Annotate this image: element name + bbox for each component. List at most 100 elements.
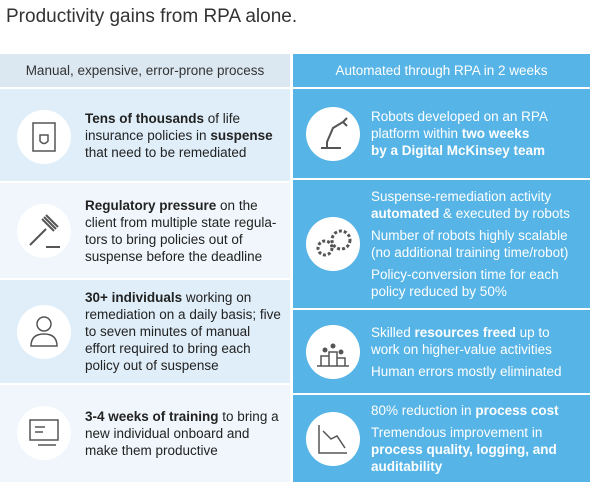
text: Policy-conversion time for each [371,267,559,282]
text: remediation on a daily basis; five [85,307,281,322]
text: Skilled [371,324,415,340]
right-row: Robots developed on an RPA platform withi… [293,89,590,178]
text-line: auditability [371,458,559,475]
bold-text: process quality, logging, and [371,442,557,457]
text: on the [216,197,258,213]
text-line: 30+ individuals working on [85,289,281,306]
icon-policy [17,110,71,164]
bold-text: process cost [475,403,559,418]
paragraph: Suspense-remediation activity automated &… [371,188,570,222]
left-row: Regulatory pressure on the client from mu… [0,183,290,278]
right-row: Skilled resources freed up to work on hig… [293,310,590,393]
text-line: Regulatory pressure on the [85,197,276,214]
left-text: 3-4 weeks of training to bring a new indi… [85,408,279,459]
paragraph: 3-4 weeks of training to bring a new indi… [85,408,279,459]
bold-text: automated [371,206,440,221]
bold-text: suspense [210,127,273,143]
paragraph: Regulatory pressure on the client from mu… [85,197,276,265]
paragraph: Skilled resources freed up to work on hig… [371,324,562,358]
text: policy out of suspense [85,358,219,373]
text-line: automated & executed by robots [371,205,570,222]
icon-robot-arm [306,107,360,161]
text: suspense before the deadline [85,248,263,264]
text-line: 80% reduction in process cost [371,402,559,419]
text-line: to seven minutes of manual [85,323,281,340]
text-line: policy reduced by 50% [371,283,570,300]
text-line: new individual onboard and [85,425,279,442]
paragraph: Human errors mostly eliminated [371,363,562,380]
text-line: that need to be remediated [85,144,273,161]
right-header: Automated through RPA in 2 weeks [293,54,590,87]
icon-gavel [17,204,71,258]
left-text: Regulatory pressure on the client from mu… [85,197,276,265]
text-line: Tremendous improvement in [371,424,559,441]
left-row: 3-4 weeks of training to bring a new indi… [0,385,290,482]
paragraph: 80% reduction in process cost [371,402,559,419]
text: Tremendous improvement in [371,425,543,440]
paragraph: Policy-conversion time for each policy re… [371,266,570,300]
paragraph: Number of robots highly scalable (no addi… [371,227,570,261]
text-line: tors to bring policies out of [85,231,276,248]
text-line: Human errors mostly eliminated [371,363,562,380]
text-line: by a Digital McKinsey team [371,142,548,159]
text: 80% reduction in [371,403,476,418]
text: that need to be remediated [85,144,247,160]
right-text: 80% reduction in process cost Tremendous … [371,402,559,475]
text: Human errors mostly eliminated [371,363,562,379]
text: platform within [371,126,462,141]
text: Number of robots highly scalable [371,228,568,243]
text-line: Robots developed on an RPA [371,108,548,125]
text: new individual onboard and [85,426,250,441]
text-line: (no additional training time/robot) [371,244,570,261]
right-row: Suspense-remediation activity automated &… [293,180,590,308]
text-line: client from multiple state regula- [85,214,276,231]
icon-declining-chart [306,412,360,466]
text-line: suspense before the deadline [85,248,276,265]
left-header: Manual, expensive, error-prone process [0,54,290,87]
text-line: insurance policies in suspense [85,127,273,144]
text-line: remediation on a daily basis; five [85,306,281,323]
text-line: platform within two weeks [371,125,548,142]
paragraph: Tens of thousands of life insurance polic… [85,110,273,161]
text: of life [204,110,241,126]
text-line: make them productive [85,442,279,459]
text: effort required to bring each [85,341,251,356]
bold-text: 30+ individuals [85,290,183,305]
paragraph: 30+ individuals working on remediation on… [85,289,281,374]
text-line: process quality, logging, and [371,441,559,458]
text: make them productive [85,443,218,458]
text: working on [182,290,252,305]
bold-text: 3-4 weeks of training [85,409,219,424]
bold-text: auditability [371,459,443,474]
paragraph: Robots developed on an RPA platform withi… [371,108,548,159]
text-line: Skilled resources freed up to [371,324,562,341]
text: work on higher-value activities [371,341,552,357]
bold-text: Regulatory pressure [85,197,217,213]
left-row: 30+ individuals working on remediation on… [0,280,290,383]
text: & executed by robots [439,206,570,221]
title: Productivity gains from RPA alone. [6,6,298,27]
paragraph: Tremendous improvement in process quality… [371,424,559,475]
text: tors to bring policies out of [85,231,243,247]
text: insurance policies in [85,127,211,143]
icon-person [17,305,71,359]
text-line: policy out of suspense [85,357,281,374]
bold-text: by a Digital McKinsey team [371,143,546,158]
text: to bring a [218,409,279,424]
text: up to [515,324,550,340]
bold-text: two weeks [461,126,530,141]
text-line: work on higher-value activities [371,341,562,358]
text: client from multiple state regula- [85,214,277,230]
icon-gears [306,217,360,271]
text-line: Suspense-remediation activity [371,188,570,205]
text-line: Number of robots highly scalable [371,227,570,244]
icon-podium [306,325,360,379]
text: (no additional training time/robot) [371,245,569,260]
bold-text: resources freed [414,324,516,340]
text: Robots developed on an RPA [371,109,548,124]
left-text: Tens of thousands of life insurance polic… [85,110,273,161]
right-text: Skilled resources freed up to work on hig… [371,324,562,380]
right-text: Robots developed on an RPA platform withi… [371,108,548,159]
text-line: Policy-conversion time for each [371,266,570,283]
